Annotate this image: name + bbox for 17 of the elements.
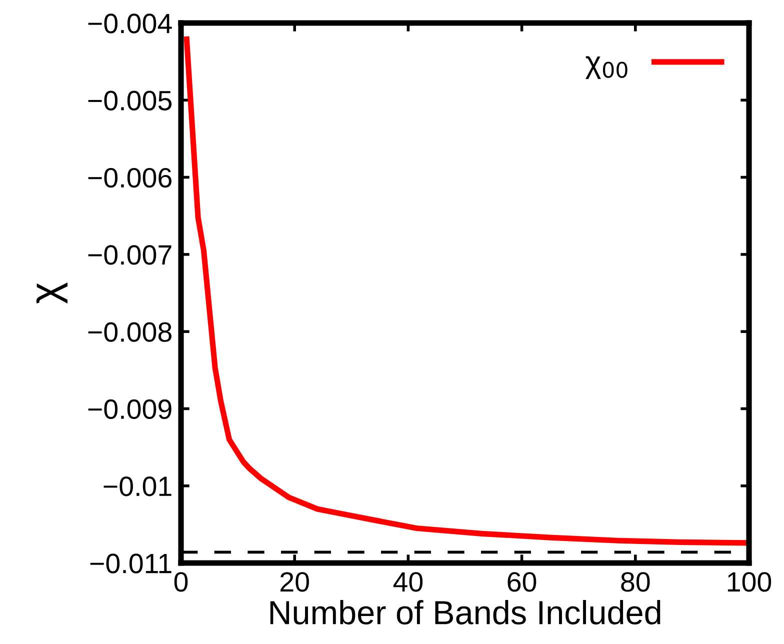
- x-tick-label: 100: [728, 572, 772, 592]
- y-tick-label: −0.007: [88, 245, 172, 265]
- y-axis-title: χ: [36, 282, 68, 304]
- x-tick-label: 20: [280, 572, 309, 592]
- x-tick-label: 40: [393, 572, 423, 592]
- y-tick-label: −0.005: [88, 90, 172, 110]
- legend-label: χ$_{00}$: [586, 56, 628, 79]
- y-tick-label: −0.011: [90, 554, 172, 574]
- y-tick-label: −0.008: [88, 322, 172, 342]
- y-tick-label: −0.01: [104, 476, 172, 496]
- y-tick-label: −0.004: [88, 14, 172, 34]
- x-tick-label: 60: [508, 572, 536, 592]
- y-tick-label: −0.006: [88, 168, 172, 188]
- x-tick-label: 80: [621, 572, 650, 592]
- y-tick-label: −0.009: [88, 399, 172, 420]
- x-tick-label: 0: [174, 572, 188, 592]
- x-axis-title: Number of Bands Included: [270, 600, 660, 624]
